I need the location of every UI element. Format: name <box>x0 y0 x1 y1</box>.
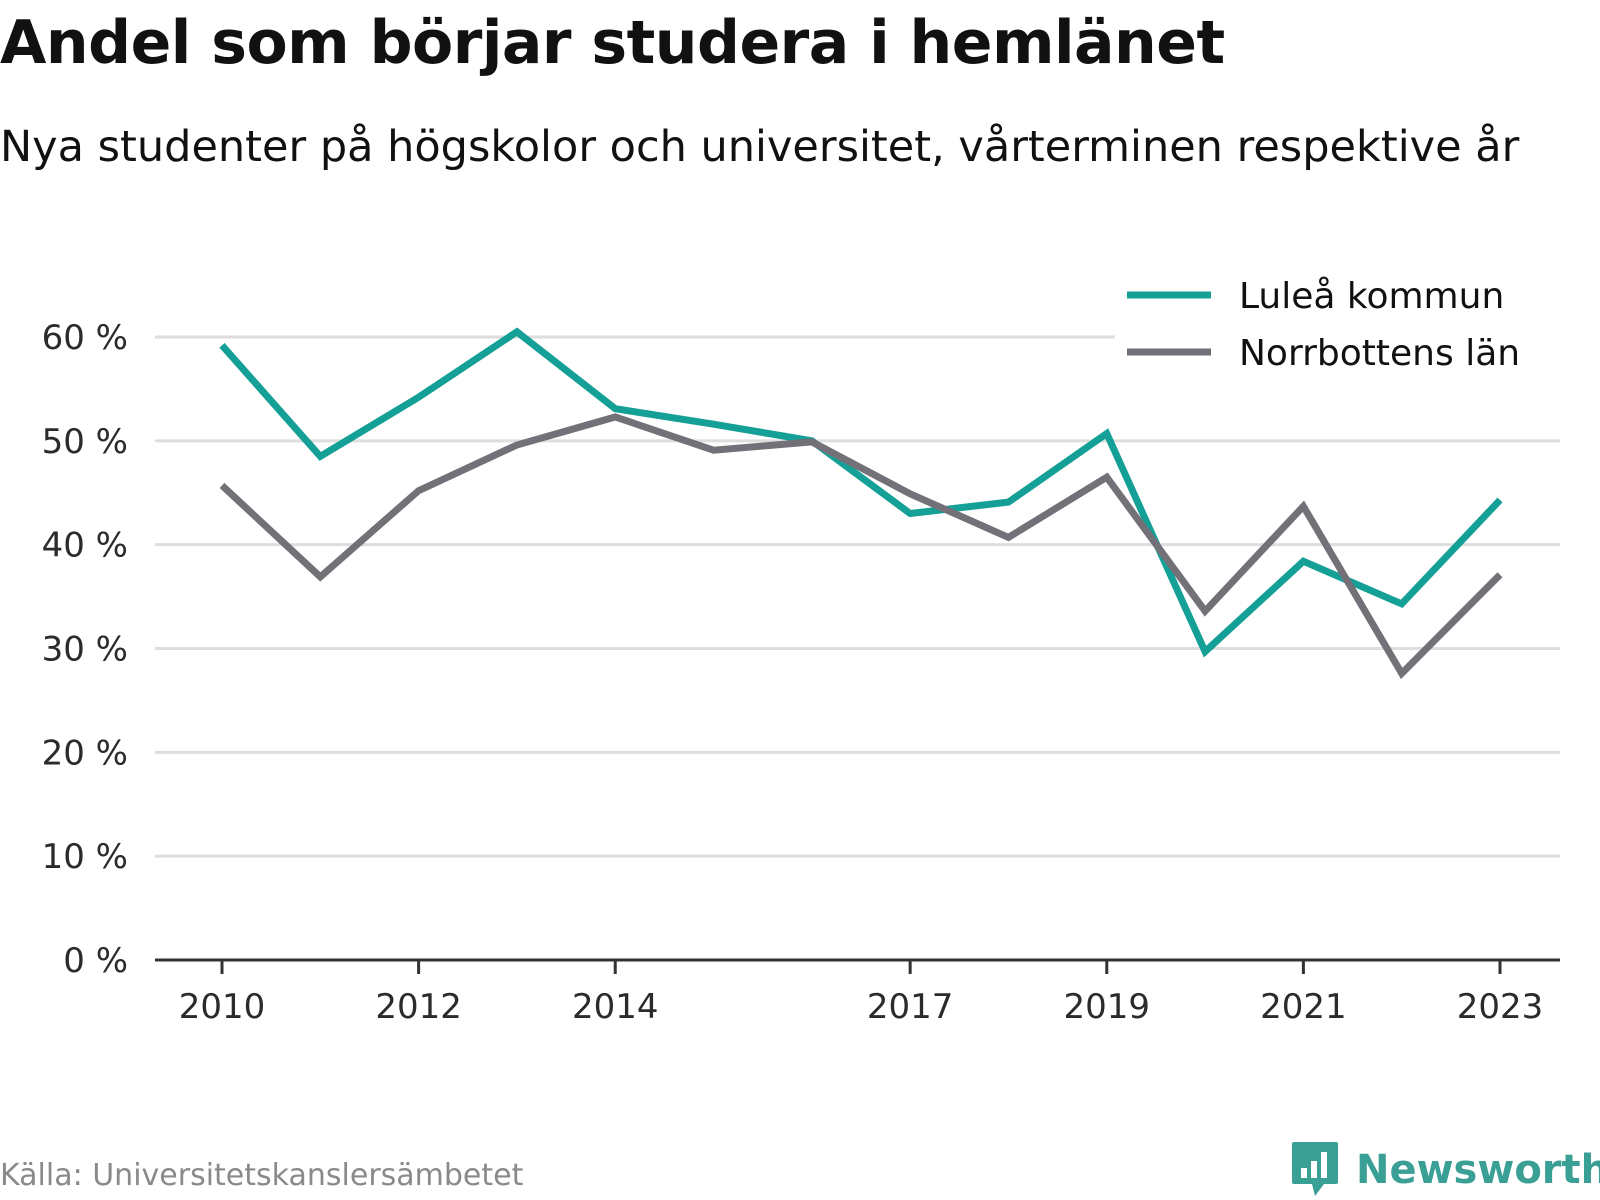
x-tick-label: 2017 <box>867 987 954 1027</box>
legend-label: Luleå kommun <box>1239 276 1504 317</box>
x-tick-label: 2021 <box>1260 987 1347 1027</box>
y-tick-label: 60 % <box>42 318 128 358</box>
x-tick-label: 2014 <box>572 987 659 1027</box>
brand-logo: Newsworthy <box>1290 1140 1600 1200</box>
y-tick-label: 30 % <box>42 630 128 670</box>
x-tick-label: 2010 <box>179 987 266 1027</box>
bar-chart-speech-bubble-icon <box>1292 1142 1338 1196</box>
y-tick-label: 40 % <box>42 526 128 566</box>
y-axis-labels: 0 % 10 % 20 % 30 % 40 % 50 % 60 % <box>42 318 128 981</box>
gridlines <box>155 335 1560 858</box>
source-note: Källa: Universitetskanslersämbetet <box>0 1158 524 1193</box>
y-tick-label: 0 % <box>63 941 128 981</box>
y-tick-label: 50 % <box>42 422 128 462</box>
chart-subtitle: Nya studenter på högskolor och universit… <box>0 122 1520 172</box>
chart-title: Andel som börjar studera i hemlänet <box>0 8 1225 78</box>
line-chart: 0 % 10 % 20 % 30 % 40 % 50 % 60 % 2010 2012 2014… <box>41 258 1560 1027</box>
series-line <box>219 327 1503 658</box>
legend: Luleå kommun Norrbottens län <box>1115 258 1560 376</box>
x-tick-label: 2023 <box>1457 987 1544 1027</box>
legend-label: Norrbottens län <box>1239 333 1520 374</box>
y-tick-label: 20 % <box>42 733 128 773</box>
x-axis: 2010 2012 2014 2017 2019 2021 2023 <box>155 958 1560 1027</box>
y-tick-label: 10 % <box>42 837 128 877</box>
legend-background <box>1115 258 1560 376</box>
series-lines <box>219 327 1503 680</box>
series-line <box>219 413 1503 680</box>
x-tick-label: 2012 <box>375 987 462 1027</box>
x-tick-label: 2019 <box>1064 987 1151 1027</box>
brand-name: Newsworthy <box>1356 1147 1600 1193</box>
